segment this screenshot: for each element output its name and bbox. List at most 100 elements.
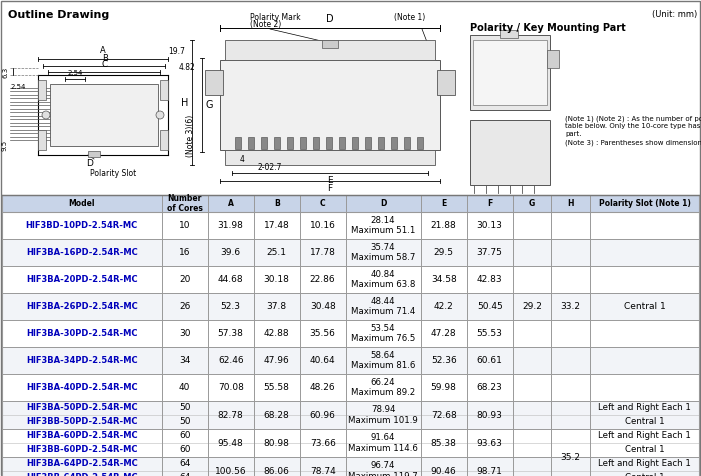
Text: 98.71: 98.71: [477, 466, 503, 476]
Text: 22.86: 22.86: [310, 275, 336, 284]
Text: Central 1: Central 1: [625, 417, 665, 426]
Text: C: C: [101, 60, 107, 69]
Circle shape: [156, 111, 164, 119]
Text: 26: 26: [179, 302, 191, 311]
Text: 35.74
Maximum 58.7: 35.74 Maximum 58.7: [351, 243, 416, 262]
Text: 47.96: 47.96: [264, 356, 290, 365]
Text: 48.26: 48.26: [310, 383, 336, 392]
Text: 50: 50: [179, 417, 191, 426]
Text: 55.58: 55.58: [264, 383, 290, 392]
Bar: [470, 120, 550, 185]
Text: 40: 40: [179, 383, 191, 392]
Bar: [235, 137, 241, 149]
Text: C: C: [320, 199, 325, 208]
Text: HIF3BA-50PD-2.54R-MC: HIF3BA-50PD-2.54R-MC: [26, 404, 137, 413]
Text: H: H: [181, 98, 188, 108]
Bar: [437, 70, 455, 95]
Text: 2-02.7: 2-02.7: [258, 163, 283, 172]
Text: HIF3BA-64PD-2.54R-MC: HIF3BA-64PD-2.54R-MC: [26, 459, 137, 468]
Text: 20: 20: [179, 275, 191, 284]
Text: D: D: [86, 159, 93, 168]
Text: 4: 4: [240, 156, 245, 165]
Bar: [160, 130, 168, 150]
Text: 64: 64: [179, 459, 191, 468]
Text: 30.18: 30.18: [264, 275, 290, 284]
Bar: [326, 137, 332, 149]
Text: 50: 50: [179, 404, 191, 413]
Text: 68.23: 68.23: [477, 383, 503, 392]
Text: 50.45: 50.45: [477, 302, 503, 311]
Text: 60: 60: [179, 432, 191, 440]
Text: Left and Right Each 1: Left and Right Each 1: [598, 459, 691, 468]
Bar: [2, 195, 699, 212]
Text: 52.3: 52.3: [221, 302, 240, 311]
Text: HIF3BA-20PD-2.54R-MC: HIF3BA-20PD-2.54R-MC: [26, 275, 137, 284]
Text: 25.1: 25.1: [266, 248, 287, 257]
Bar: [2, 293, 699, 320]
Bar: [2, 429, 699, 457]
Text: 66.24
Maximum 89.2: 66.24 Maximum 89.2: [351, 378, 415, 397]
Text: (Note 1) (Note 2) : As the number of polarity slots differs by the product, refe: (Note 1) (Note 2) : As the number of pol…: [565, 115, 701, 121]
Text: Number
of Cores: Number of Cores: [167, 194, 203, 213]
Text: 40.64: 40.64: [310, 356, 336, 365]
Bar: [2, 347, 699, 374]
Text: (Unit: mm): (Unit: mm): [652, 10, 697, 19]
Bar: [313, 137, 319, 149]
Text: HIF3BA-26PD-2.54R-MC: HIF3BA-26PD-2.54R-MC: [26, 302, 137, 311]
Text: 68.28: 68.28: [264, 410, 290, 419]
Text: 62.46: 62.46: [218, 356, 243, 365]
Text: 90.46: 90.46: [431, 466, 456, 476]
Text: 57.38: 57.38: [218, 329, 244, 338]
Text: HIF3BA-30PD-2.54R-MC: HIF3BA-30PD-2.54R-MC: [26, 329, 137, 338]
Text: 42.2: 42.2: [434, 302, 454, 311]
Text: 72.68: 72.68: [431, 410, 456, 419]
Text: 2.54: 2.54: [67, 70, 83, 76]
Text: HIF3BD-10PD-2.54R-MC: HIF3BD-10PD-2.54R-MC: [26, 221, 138, 230]
Bar: [220, 60, 440, 150]
Circle shape: [42, 111, 50, 119]
Text: F: F: [327, 184, 332, 193]
Text: 86.06: 86.06: [264, 466, 290, 476]
Text: Left and Right Each 1: Left and Right Each 1: [598, 404, 691, 413]
Text: HIF3BA-16PD-2.54R-MC: HIF3BA-16PD-2.54R-MC: [26, 248, 137, 257]
Text: Polarity Slot (Note 1): Polarity Slot (Note 1): [599, 199, 690, 208]
Bar: [547, 50, 559, 68]
Text: 39.6: 39.6: [221, 248, 240, 257]
Bar: [2, 239, 699, 266]
Bar: [378, 137, 384, 149]
Bar: [404, 137, 410, 149]
Text: 93.63: 93.63: [477, 438, 503, 447]
Text: G: G: [205, 100, 212, 110]
Text: 37.75: 37.75: [477, 248, 503, 257]
Text: HIF3BA-60PD-2.54R-MC: HIF3BA-60PD-2.54R-MC: [26, 432, 137, 440]
Text: (Note 1): (Note 1): [394, 13, 425, 22]
Text: 64: 64: [179, 474, 191, 476]
Text: Central 1: Central 1: [625, 446, 665, 455]
Text: 35.56: 35.56: [310, 329, 336, 338]
Text: 47.28: 47.28: [431, 329, 456, 338]
Text: 59.98: 59.98: [430, 383, 456, 392]
Text: 70.08: 70.08: [218, 383, 244, 392]
Bar: [248, 137, 254, 149]
Text: 30.13: 30.13: [477, 221, 503, 230]
Text: D: D: [380, 199, 386, 208]
Bar: [365, 137, 371, 149]
Text: 33.2: 33.2: [561, 302, 580, 311]
Text: 9.5: 9.5: [2, 139, 8, 150]
Text: 80.98: 80.98: [264, 438, 290, 447]
Text: 60.96: 60.96: [310, 410, 336, 419]
Text: 35.2: 35.2: [561, 453, 580, 462]
Text: 78.94
Maximum 101.9: 78.94 Maximum 101.9: [348, 405, 418, 425]
Text: HIF3BA-34PD-2.54R-MC: HIF3BA-34PD-2.54R-MC: [26, 356, 137, 365]
Text: Outline Drawing: Outline Drawing: [8, 10, 109, 20]
Bar: [2, 320, 699, 347]
Bar: [322, 40, 338, 48]
Text: HIF3BB-50PD-2.54R-MC: HIF3BB-50PD-2.54R-MC: [26, 417, 137, 426]
Text: 44.68: 44.68: [218, 275, 243, 284]
Text: 19.7: 19.7: [168, 48, 186, 57]
Text: (Note 2): (Note 2): [250, 20, 281, 29]
Text: 96.74
Maximum 119.7: 96.74 Maximum 119.7: [348, 461, 418, 476]
Text: A: A: [228, 199, 233, 208]
Text: 2.54: 2.54: [11, 84, 27, 90]
Bar: [38, 130, 46, 150]
